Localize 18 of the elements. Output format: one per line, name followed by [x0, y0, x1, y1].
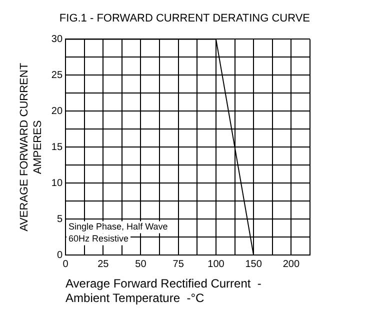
y-tick-label: 15: [51, 142, 63, 153]
y-tick-label: 5: [56, 214, 63, 225]
x-axis-title: Average Forward Rectified Current - Ambient Temperature -°C: [66, 276, 262, 306]
x-tick-label: 50: [135, 258, 147, 270]
annotation: 60Hz Resistive: [68, 234, 129, 244]
annotation: Single Phase, Half Wave: [68, 222, 168, 232]
y-tick-label: 30: [51, 34, 63, 45]
x-tick-label: 25: [98, 258, 110, 270]
y-tick-label: 10: [51, 178, 63, 189]
y-tick-label: 0: [56, 250, 63, 261]
x-tick-label: 75: [172, 258, 184, 270]
y-axis-title: AVERAGE FORWARD CURRENT AMPERES: [18, 62, 44, 232]
x-tick-label: 100: [208, 258, 225, 270]
y-tick-label: 20: [51, 106, 63, 117]
y-tick-label: 25: [51, 70, 63, 81]
chart-title: FIG.1 - FORWARD CURRENT DERATING CURVE: [59, 12, 310, 25]
x-tick-label: 150: [245, 258, 262, 270]
x-tick-label: 200: [282, 258, 300, 270]
